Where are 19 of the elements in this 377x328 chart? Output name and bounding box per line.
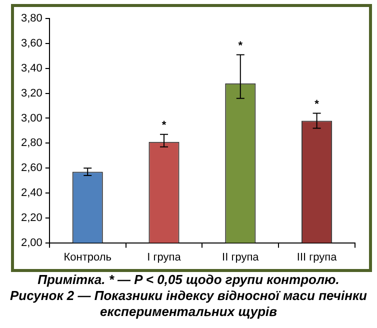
annotation: * — [314, 98, 320, 110]
text: Примітка. * — P < 0,05 щодо групи контролю. — [36, 272, 340, 288]
y-tick-label: 2,00 — [20, 236, 42, 249]
y-tick-label: 2,40 — [20, 187, 42, 200]
annotation: * — [162, 119, 167, 132]
annotation: * — [238, 40, 244, 52]
y-tick-label: 3,60 — [20, 38, 42, 50]
y-tick-label: 2,60 — [20, 162, 42, 174]
y-tick-label: 2,20 — [20, 212, 42, 224]
y-tick-label: 3,00 — [20, 112, 42, 124]
y-tick-label: 3,40 — [20, 62, 42, 74]
y-tick-label: 3,80 — [20, 12, 42, 25]
y-tick-label: 2,80 — [20, 137, 42, 150]
x-tick-label: Контроль — [64, 251, 112, 264]
x-tick-label: II група — [222, 251, 260, 264]
y-tick-label: 3,20 — [20, 87, 42, 100]
text: Рисунок 2 — Показники індексу відносної маси печінки експериментальних щурів — [9, 288, 368, 320]
x-tick-label: I група — [147, 251, 182, 264]
x-tick-label: III група — [296, 251, 338, 264]
